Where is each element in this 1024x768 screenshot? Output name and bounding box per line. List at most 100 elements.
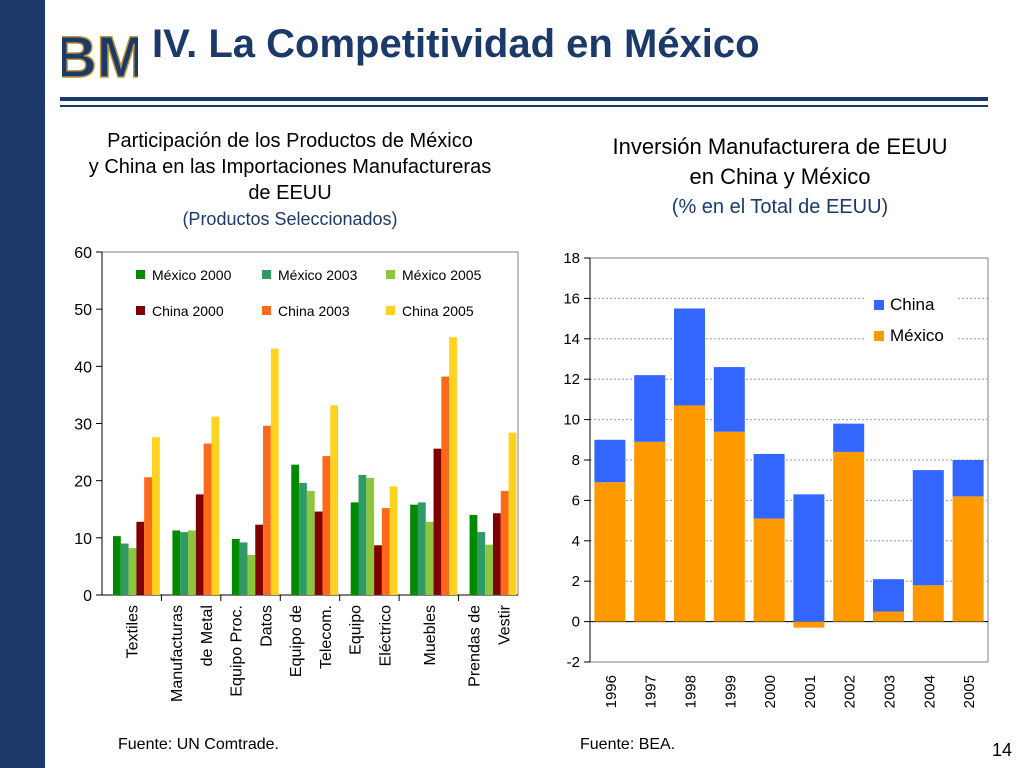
left-category-label: Textiles [125, 605, 142, 658]
right-y-tick-label: 4 [572, 533, 580, 550]
left-bar [247, 554, 256, 595]
left-bar [492, 513, 501, 595]
left-legend-label: México 2003 [278, 267, 358, 283]
right-bar-mexico [674, 405, 705, 622]
left-bar [128, 548, 137, 595]
left-legend-label: China 2005 [402, 303, 474, 319]
right-y-tick-label: 6 [572, 492, 580, 509]
right-plot-area [589, 257, 989, 663]
slide-sidebar [0, 0, 45, 768]
right-bar-china [912, 470, 944, 586]
left-bar [195, 494, 204, 595]
left-bar [136, 521, 145, 595]
left-legend-label: México 2000 [152, 267, 232, 283]
right-year-label: 1997 [643, 675, 660, 708]
left-bar [425, 521, 434, 595]
right-title-line-1: Inversión Manufacturera de EEUU [612, 134, 948, 159]
right-title-line-2: en China y México [689, 164, 871, 189]
left-bar [500, 490, 509, 595]
right-legend-label: México [890, 326, 944, 345]
left-bar [120, 543, 129, 595]
right-bar-china [833, 423, 865, 452]
right-legend-swatch [874, 331, 884, 341]
right-chart-title: Inversión Manufacturera de EEUU en China… [570, 132, 990, 222]
left-category-label: Muebles [422, 605, 439, 665]
right-bar-china [753, 453, 785, 519]
left-bar [441, 376, 450, 595]
right-bar-mexico [793, 621, 825, 628]
left-bar [314, 511, 323, 595]
left-bar [270, 348, 279, 595]
left-bar [231, 538, 240, 595]
left-category-label: Equipo Proc. [229, 605, 246, 697]
left-bar [306, 490, 315, 595]
left-bar [144, 477, 152, 595]
left-legend-swatch [386, 306, 395, 315]
right-bar-mexico [873, 611, 904, 622]
left-bar [350, 502, 359, 595]
right-year-label: 2001 [802, 675, 819, 708]
left-category-label: Prendas de [466, 605, 483, 687]
left-bar [381, 508, 390, 595]
left-bar [330, 405, 339, 595]
left-bar [188, 530, 196, 595]
right-bar-mexico [634, 441, 666, 622]
bm-logo: BM [62, 24, 138, 91]
left-legend-swatch [262, 306, 271, 315]
right-bar-mexico [912, 585, 944, 622]
left-plot-area [101, 251, 519, 596]
left-bar [180, 532, 189, 595]
left-bar [255, 524, 264, 595]
left-legend-swatch [136, 270, 145, 279]
right-year-label: 2000 [762, 675, 779, 708]
left-y-tick-label: 30 [74, 417, 92, 434]
left-bar [417, 502, 426, 595]
right-bar-china [873, 579, 904, 612]
left-category-label: Manufacturas [169, 605, 186, 702]
right-legend-box [866, 294, 956, 350]
right-legend-swatch [874, 300, 884, 310]
right-year-label: 2003 [882, 675, 899, 708]
left-title-line-2: y China en las Importaciones Manufacture… [88, 156, 492, 178]
left-legend-swatch [386, 270, 395, 279]
left-legend-swatch [262, 270, 271, 279]
left-bar [477, 532, 486, 595]
left-bar [152, 437, 160, 595]
right-y-tick-label: 12 [563, 371, 580, 388]
right-year-label: 2002 [842, 675, 859, 708]
right-bar-china [634, 375, 666, 442]
right-bar-china [594, 439, 626, 483]
right-bar-mexico [833, 451, 865, 622]
left-category-label: Datos [259, 605, 276, 647]
right-subtitle: (% en el Total de EEUU) [671, 196, 889, 218]
right-y-tick-label: 0 [572, 614, 580, 631]
left-category-label: Equipo de [288, 605, 305, 677]
left-chart-title: Participación de los Productos de México… [50, 128, 530, 232]
right-legend-label: China [890, 295, 935, 314]
right-year-label: 2005 [961, 675, 978, 708]
right-bar-china [674, 308, 705, 406]
right-y-tick-label: -2 [567, 654, 580, 671]
page-number: 14 [992, 740, 1013, 760]
left-bar [433, 448, 442, 595]
left-bar [374, 545, 382, 595]
left-bar [172, 530, 181, 595]
right-y-tick-label: 16 [563, 290, 580, 307]
title-rule-thin [60, 105, 988, 107]
right-year-label: 1996 [603, 675, 620, 708]
left-bar [203, 443, 212, 595]
left-bar [389, 486, 398, 595]
left-bar [299, 482, 307, 595]
left-legend-label: China 2003 [278, 303, 350, 319]
right-bar-china [952, 460, 984, 497]
left-bar [239, 542, 248, 595]
right-bar-mexico [713, 431, 745, 622]
left-y-tick-label: 50 [74, 302, 92, 319]
left-legend-label: China 2000 [152, 303, 224, 319]
left-bar [322, 456, 331, 595]
left-bar [113, 536, 121, 595]
right-year-label: 1999 [722, 675, 739, 708]
left-y-tick-label: 10 [74, 531, 92, 548]
left-title-line-3: de EEUU [248, 182, 332, 204]
left-category-label: Telecom. [318, 605, 335, 669]
